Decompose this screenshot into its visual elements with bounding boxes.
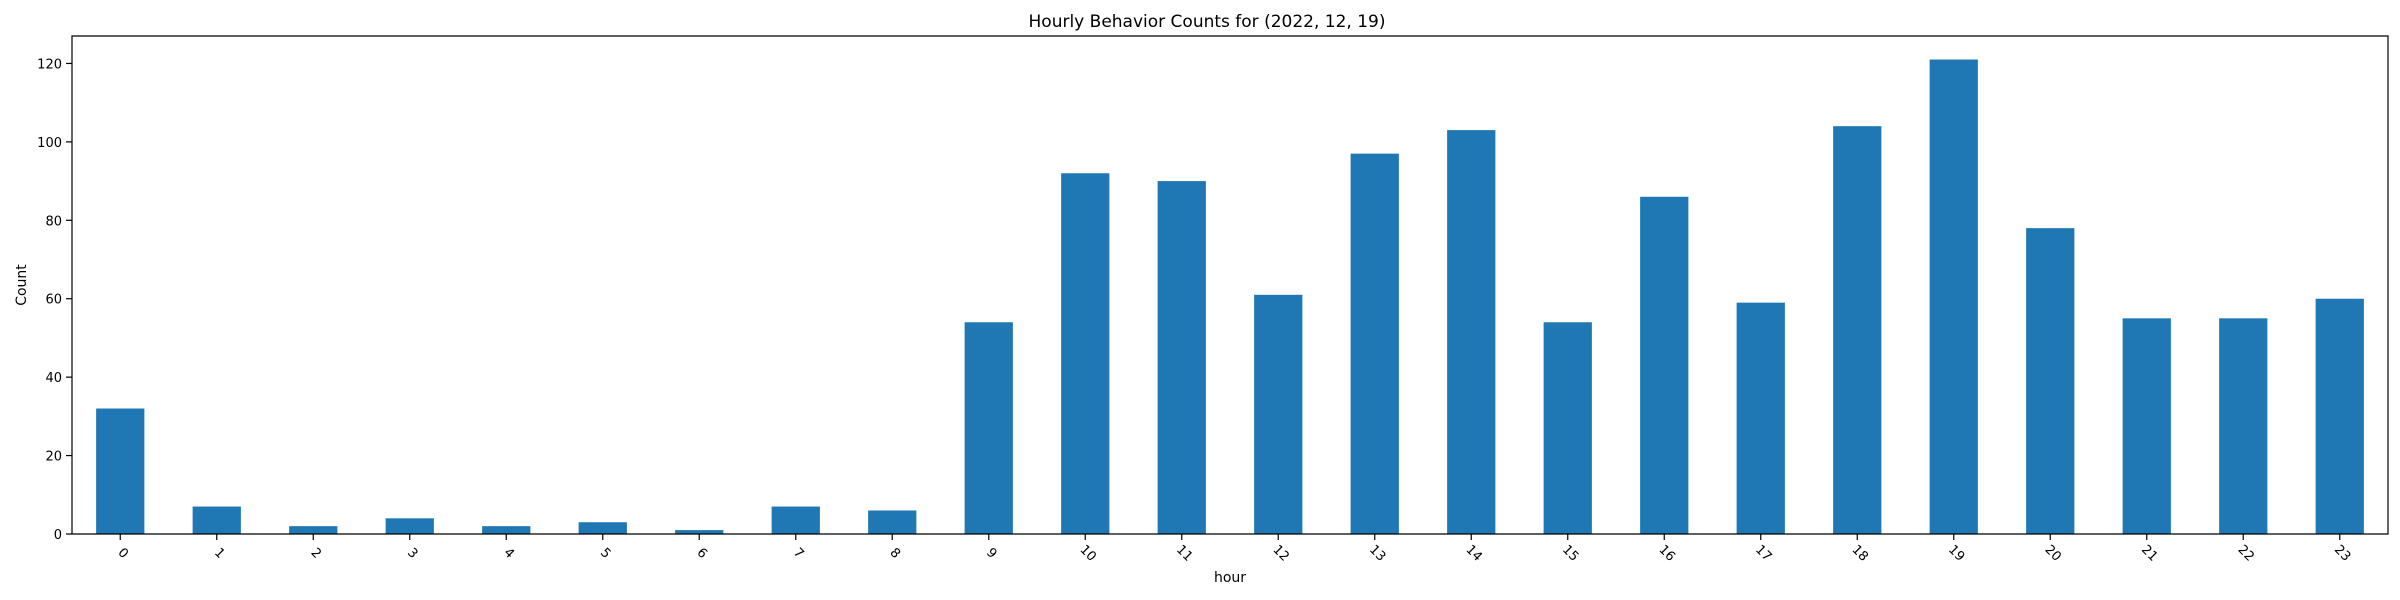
bar-hour-0 <box>96 408 145 534</box>
x-tick-label: 23 <box>2331 542 2353 564</box>
y-tick-label: 120 <box>37 57 62 72</box>
bar-hour-7 <box>771 506 820 534</box>
x-tick-label: 6 <box>693 545 709 561</box>
bar-hour-23 <box>2315 298 2364 534</box>
x-tick-label: 22 <box>2235 542 2257 564</box>
bar-hour-4 <box>482 526 531 534</box>
x-tick-label: 17 <box>1752 542 1774 564</box>
y-axis-label: Count <box>14 264 30 306</box>
y-tick-label: 0 <box>54 528 62 543</box>
bar-hour-1 <box>192 506 241 534</box>
y-tick-label: 40 <box>45 371 62 386</box>
x-tick-label: 18 <box>1849 542 1871 564</box>
bar-hour-15 <box>1543 322 1592 534</box>
y-tick-label: 60 <box>45 293 62 308</box>
bar-hour-16 <box>1640 196 1689 534</box>
chart-title: Hourly Behavior Counts for (2022, 12, 19… <box>1029 12 1386 32</box>
bar-hour-2 <box>289 526 338 534</box>
x-tick-label: 15 <box>1559 542 1581 564</box>
bar-hour-21 <box>2122 318 2171 534</box>
x-tick-label: 13 <box>1366 542 1388 564</box>
x-tick-label: 11 <box>1173 542 1195 564</box>
x-tick-label: 21 <box>2138 542 2160 564</box>
bar-hour-19 <box>1929 59 1978 534</box>
x-axis-label: hour <box>1214 570 1246 586</box>
x-tick-label: 12 <box>1270 542 1292 564</box>
x-tick-label: 16 <box>1656 542 1678 564</box>
x-tick-label: 2 <box>307 545 323 561</box>
bar-hour-9 <box>964 322 1013 534</box>
y-tick-label: 80 <box>45 214 62 229</box>
x-tick-label: 9 <box>983 545 999 561</box>
y-axis: 0 20 40 60 80 100 120 <box>37 57 72 543</box>
bar-hour-22 <box>2219 318 2268 534</box>
bar-hour-11 <box>1157 181 1206 534</box>
bar-hour-5 <box>578 522 627 534</box>
x-tick-label: 3 <box>404 545 420 561</box>
x-axis: 0 1 2 3 4 5 6 7 8 9 10 11 12 13 14 15 16 17 18 19 20 21 22 23 <box>114 534 2353 565</box>
bar-hour-6 <box>675 530 724 534</box>
bar-hour-12 <box>1254 294 1303 534</box>
x-tick-label: 7 <box>790 545 806 561</box>
x-tick-label: 0 <box>114 545 130 561</box>
x-tick-label: 1 <box>211 545 227 561</box>
x-tick-label: 5 <box>597 545 613 561</box>
bar-hour-13 <box>1350 153 1399 534</box>
bar-hour-14 <box>1447 130 1496 534</box>
bar-hour-17 <box>1736 302 1785 534</box>
bar-hour-8 <box>868 510 917 534</box>
bar-hour-10 <box>1061 173 1110 535</box>
x-tick-label: 8 <box>886 545 902 561</box>
plot-frame <box>71 35 2389 535</box>
x-tick-label: 4 <box>500 545 516 561</box>
bar-hour-20 <box>2026 228 2075 535</box>
bar-hour-18 <box>1833 126 1882 535</box>
x-tick-label: 10 <box>1077 542 1099 564</box>
x-tick-label: 19 <box>1945 542 1967 564</box>
y-tick-label: 100 <box>37 136 62 151</box>
x-tick-label: 14 <box>1463 542 1485 564</box>
x-tick-label: 20 <box>2042 542 2064 564</box>
y-tick-label: 20 <box>45 450 62 465</box>
bars-group <box>96 59 2364 535</box>
bar-hour-3 <box>385 518 434 534</box>
